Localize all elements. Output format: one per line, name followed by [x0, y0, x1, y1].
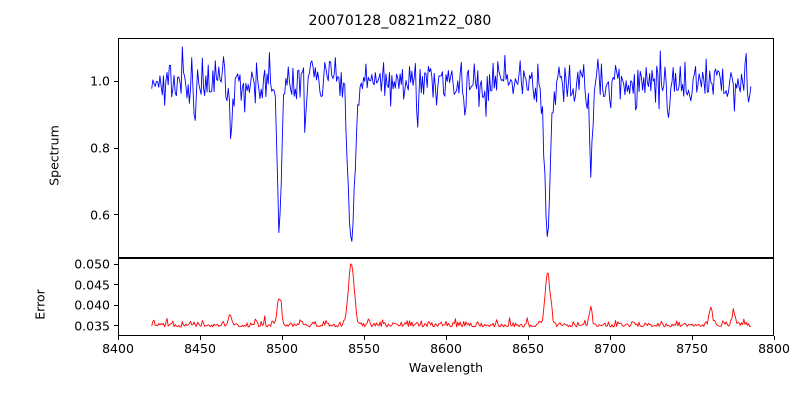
x-axis-label: Wavelength — [118, 360, 774, 375]
x-tick-label-8450: 8450 — [184, 341, 216, 356]
y-tick-mark-top-0 — [114, 214, 118, 215]
y-tick-label-bot-3: 0.050 — [54, 257, 110, 272]
y-tick-label-bot-1: 0.040 — [54, 298, 110, 313]
x-tick-label-8400: 8400 — [102, 341, 134, 356]
error-plot-area — [118, 258, 774, 336]
x-tick-mark-8550 — [364, 336, 365, 340]
y-tick-mark-bot-0 — [114, 325, 118, 326]
x-tick-mark-8500 — [282, 336, 283, 340]
y-tick-label-bot-0: 0.035 — [54, 318, 110, 333]
x-tick-label-8500: 8500 — [266, 341, 298, 356]
x-tick-label-8700: 8700 — [594, 341, 626, 356]
y-tick-mark-bot-2 — [114, 284, 118, 285]
y-tick-mark-top-2 — [114, 81, 118, 82]
x-tick-mark-8450 — [200, 336, 201, 340]
x-tick-mark-8400 — [118, 336, 119, 340]
spectrum-line-series — [119, 39, 773, 257]
y-tick-label-bot-2: 0.045 — [54, 277, 110, 292]
spectrum-plot-area — [118, 38, 774, 258]
x-tick-label-8600: 8600 — [430, 341, 462, 356]
figure-canvas: 20070128_0821m22_080 Spectrum Error Wave… — [0, 0, 800, 400]
y-tick-mark-bot-3 — [114, 264, 118, 265]
y-tick-label-top-0: 0.6 — [54, 207, 110, 222]
y-tick-mark-top-1 — [114, 148, 118, 149]
x-tick-mark-8750 — [692, 336, 693, 340]
y-axis-label-spectrum: Spectrum — [47, 96, 62, 216]
x-tick-label-8750: 8750 — [676, 341, 708, 356]
error-line-series — [119, 259, 773, 335]
x-tick-mark-8700 — [610, 336, 611, 340]
y-tick-label-top-1: 0.8 — [54, 141, 110, 156]
x-tick-mark-8600 — [446, 336, 447, 340]
x-tick-label-8550: 8550 — [348, 341, 380, 356]
y-axis-label-error: Error — [33, 275, 48, 335]
x-tick-mark-8800 — [774, 336, 775, 340]
x-tick-label-8650: 8650 — [512, 341, 544, 356]
y-tick-label-top-2: 1.0 — [54, 74, 110, 89]
x-tick-mark-8650 — [528, 336, 529, 340]
x-tick-label-8800: 8800 — [758, 341, 790, 356]
chart-title: 20070128_0821m22_080 — [0, 13, 800, 29]
y-tick-mark-bot-1 — [114, 305, 118, 306]
